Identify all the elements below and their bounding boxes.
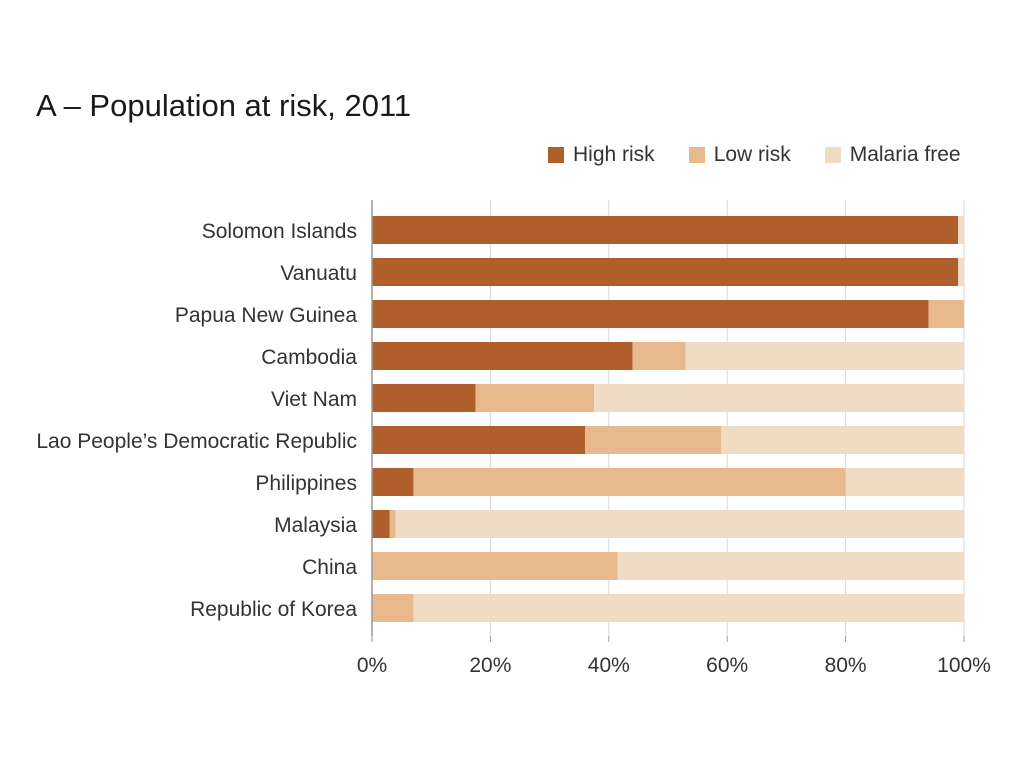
category-label: Viet Nam: [271, 388, 357, 411]
category-label: Papua New Guinea: [175, 304, 357, 327]
bar-low-risk: [389, 510, 396, 538]
legend-label-malaria-free: Malaria free: [849, 143, 961, 166]
category-label: Cambodia: [261, 346, 357, 369]
legend-swatch-high-risk: [548, 147, 564, 163]
category-label: Republic of Korea: [190, 598, 357, 621]
bar-malaria-free: [413, 594, 964, 622]
bar-malaria-free: [958, 258, 964, 286]
x-tick-label: 40%: [588, 654, 630, 677]
bar-high-risk: [372, 384, 476, 412]
bar-low-risk: [585, 426, 722, 454]
legend-swatch-low-risk: [688, 147, 705, 163]
legend-item-low-risk: Low risk: [688, 143, 791, 167]
category-label: Vanuatu: [280, 262, 357, 285]
bar-malaria-free: [721, 426, 964, 454]
legend-label-high-risk: High risk: [573, 143, 655, 166]
x-tick-label: 60%: [706, 654, 748, 677]
bar-malaria-free: [845, 468, 964, 496]
bar-high-risk: [372, 300, 929, 328]
category-label: Malaysia: [274, 514, 357, 537]
bar-low-risk: [475, 384, 594, 412]
bar-low-risk: [632, 342, 686, 370]
bar-malaria-free: [395, 510, 964, 538]
legend-item-malaria-free: Malaria free: [824, 143, 961, 167]
category-label: Lao People’s Democratic Republic: [36, 430, 357, 453]
x-tick-label: 100%: [937, 654, 991, 677]
legend-swatch-malaria-free: [824, 147, 841, 163]
x-tick-label: 20%: [469, 654, 511, 677]
x-tick-label: 0%: [357, 654, 387, 677]
bar-high-risk: [372, 510, 390, 538]
bar-high-risk: [372, 216, 959, 244]
legend-label-low-risk: Low risk: [713, 143, 791, 166]
category-label: Philippines: [255, 472, 357, 495]
bar-malaria-free: [685, 342, 964, 370]
legend-item-high-risk: High risk: [548, 143, 655, 167]
bar-low-risk: [372, 594, 414, 622]
bar-malaria-free: [958, 216, 964, 244]
bar-high-risk: [372, 468, 414, 496]
category-label: Solomon Islands: [202, 220, 357, 243]
bar-low-risk: [413, 468, 846, 496]
category-label: China: [302, 556, 357, 579]
legend: High risk Low risk Malaria free: [548, 143, 995, 167]
bar-low-risk: [928, 300, 964, 328]
x-tick-label: 80%: [825, 654, 867, 677]
bar-high-risk: [372, 342, 633, 370]
bar-malaria-free: [594, 384, 964, 412]
chart-title: A – Population at risk, 2011: [36, 88, 412, 123]
bar-high-risk: [372, 258, 959, 286]
bar-high-risk: [372, 426, 586, 454]
bar-malaria-free: [617, 552, 964, 580]
bar-low-risk: [372, 552, 618, 580]
